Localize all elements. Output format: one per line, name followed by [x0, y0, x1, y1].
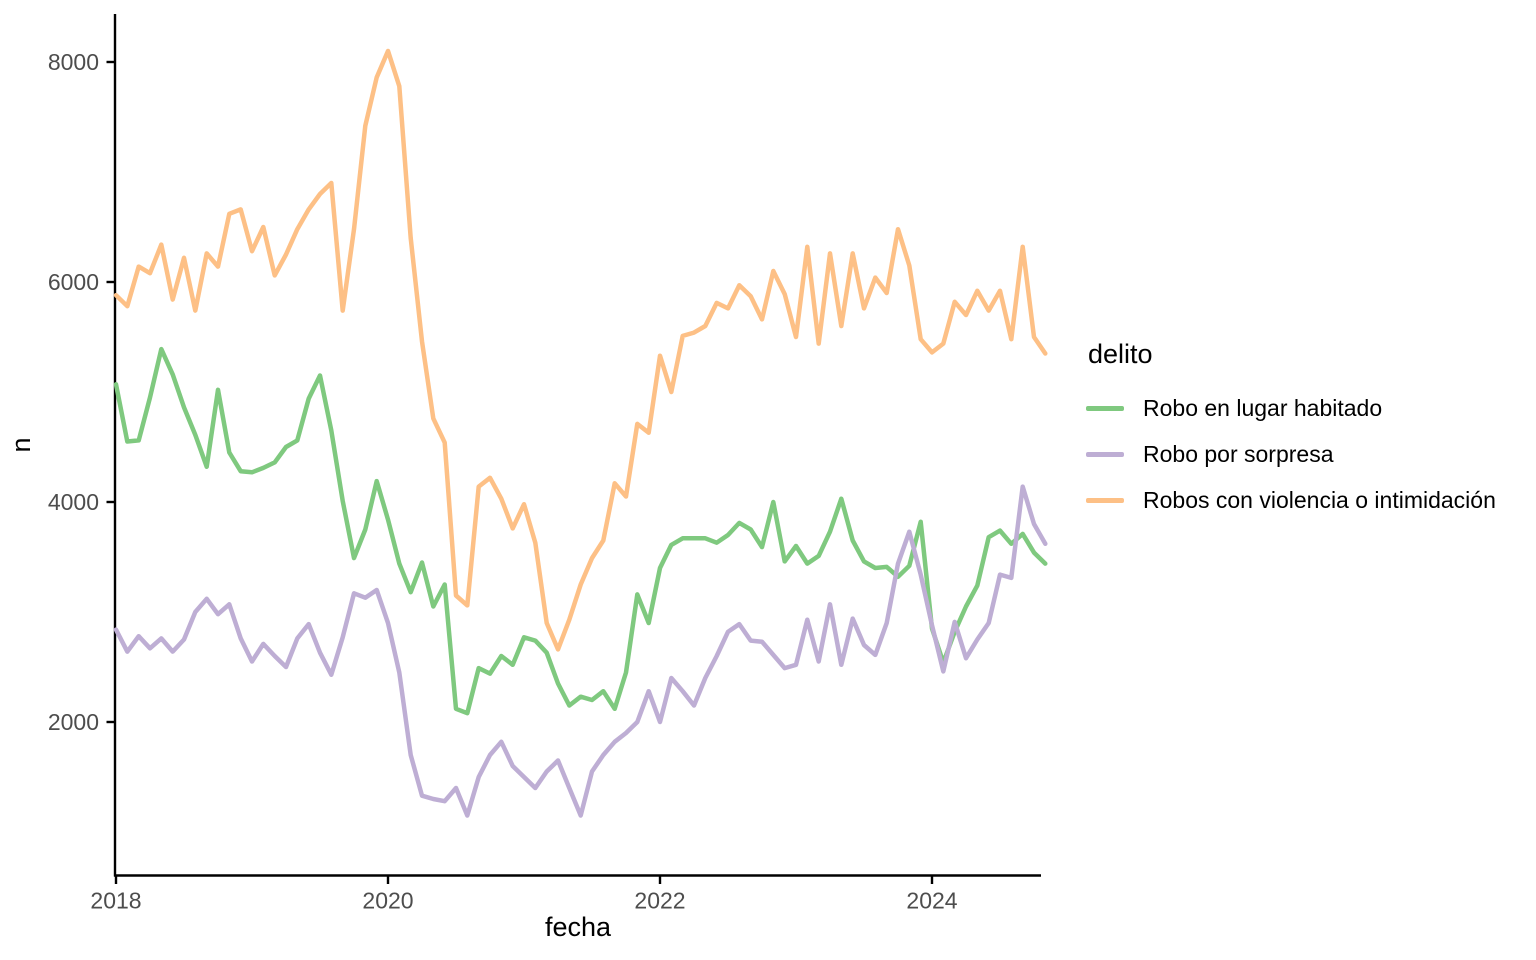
- legend-key-line: [1086, 406, 1124, 412]
- series-line: [113, 48, 1048, 652]
- y-tick-label: 6000: [48, 269, 99, 295]
- legend-item-label: Robo en lugar habitado: [1143, 395, 1383, 422]
- legend-item-label: Robo por sorpresa: [1143, 441, 1334, 468]
- x-tick-label: 2018: [90, 888, 141, 914]
- legend-key-line: [1086, 498, 1124, 504]
- legend-title: delito: [1088, 339, 1153, 369]
- legend: delito Robo en lugar habitado Robo por so…: [1086, 339, 1496, 524]
- legend-item-label: Robos con violencia o intimidación: [1143, 487, 1496, 514]
- legend-item: Robo en lugar habitado: [1086, 386, 1496, 432]
- series-line: [113, 346, 1048, 716]
- legend-item: Robos con violencia o intimidación: [1086, 478, 1496, 524]
- legend-item: Robo por sorpresa: [1086, 432, 1496, 478]
- series-line: [113, 484, 1048, 818]
- x-tick-label: 2020: [362, 888, 413, 914]
- x-tick-label: 2024: [906, 888, 957, 914]
- legend-items: Robo en lugar habitado Robo por sorpresa R…: [1086, 386, 1496, 524]
- x-axis-title: fecha: [545, 912, 612, 942]
- x-tick-label: 2022: [634, 888, 685, 914]
- y-tick-label: 8000: [48, 49, 99, 75]
- y-tick-label: 2000: [48, 709, 99, 735]
- legend-key-line: [1086, 452, 1124, 458]
- y-axis-title: n: [6, 437, 36, 452]
- y-tick-label: 4000: [48, 489, 99, 515]
